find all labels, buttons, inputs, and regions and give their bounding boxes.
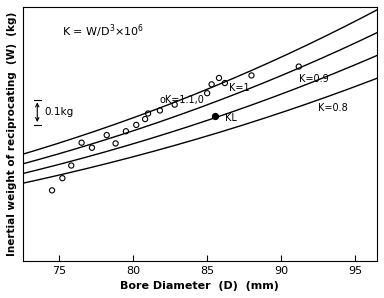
Point bbox=[89, 145, 95, 150]
Point bbox=[145, 111, 151, 116]
Point bbox=[172, 102, 178, 107]
Point bbox=[68, 163, 74, 168]
Text: KL: KL bbox=[225, 113, 237, 123]
Point bbox=[59, 176, 65, 181]
Y-axis label: Inertial weight of reciprocating  (W)  (kg): Inertial weight of reciprocating (W) (kg… bbox=[7, 12, 17, 256]
Point bbox=[157, 108, 163, 113]
Point bbox=[123, 129, 129, 134]
Text: K=0.9: K=0.9 bbox=[299, 74, 328, 84]
Text: K=1: K=1 bbox=[229, 83, 250, 93]
Point bbox=[222, 81, 228, 86]
Point bbox=[49, 188, 55, 193]
Text: 0.1kg: 0.1kg bbox=[45, 107, 74, 117]
Point bbox=[216, 76, 222, 80]
Point bbox=[204, 91, 210, 96]
Point bbox=[248, 73, 255, 78]
Text: K=0.8: K=0.8 bbox=[318, 103, 348, 113]
Point bbox=[209, 82, 215, 87]
Point bbox=[78, 140, 84, 145]
Text: K = W/D$^3$$\times$10$^6$: K = W/D$^3$$\times$10$^6$ bbox=[62, 22, 145, 40]
Point bbox=[296, 64, 302, 69]
Point bbox=[113, 141, 119, 146]
Point bbox=[142, 117, 148, 122]
Text: oK=1.1,0: oK=1.1,0 bbox=[160, 95, 205, 105]
X-axis label: Bore Diameter  (D)  (mm): Bore Diameter (D) (mm) bbox=[120, 281, 279, 291]
Point bbox=[212, 113, 218, 118]
Point bbox=[133, 122, 139, 127]
Point bbox=[104, 133, 110, 137]
